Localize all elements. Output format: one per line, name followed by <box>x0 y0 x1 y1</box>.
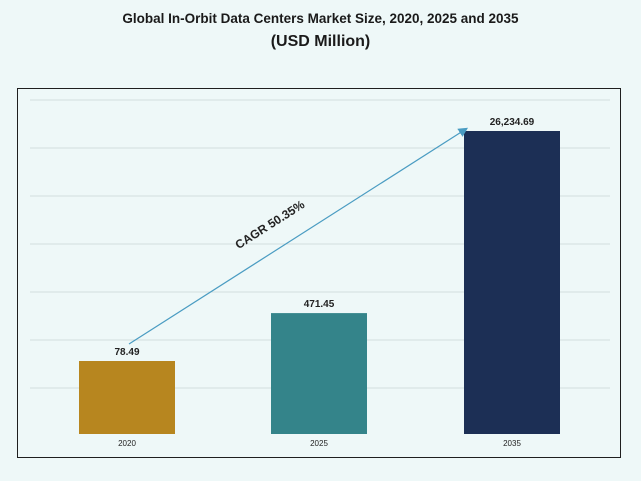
bar-2035 <box>464 131 560 434</box>
chart-title: Global In-Orbit Data Centers Market Size… <box>122 11 519 26</box>
bars <box>79 131 560 434</box>
data-label-2025: 471.45 <box>304 299 335 310</box>
x-axis-ticks: 2020 2025 2035 <box>118 439 521 448</box>
bar-2020 <box>79 361 175 434</box>
x-tick-label-2025: 2025 <box>310 439 328 448</box>
chart-subtitle: (USD Million) <box>270 33 371 50</box>
data-label-2035: 26,234.69 <box>490 117 535 128</box>
x-tick-label-2020: 2020 <box>118 439 136 448</box>
x-tick-label-2035: 2035 <box>503 439 521 448</box>
data-labels: 78.49 471.45 26,234.69 <box>114 117 534 358</box>
bar-2025 <box>271 313 367 434</box>
cagr-trend-arrow <box>128 127 469 345</box>
data-label-2020: 78.49 <box>114 347 139 358</box>
